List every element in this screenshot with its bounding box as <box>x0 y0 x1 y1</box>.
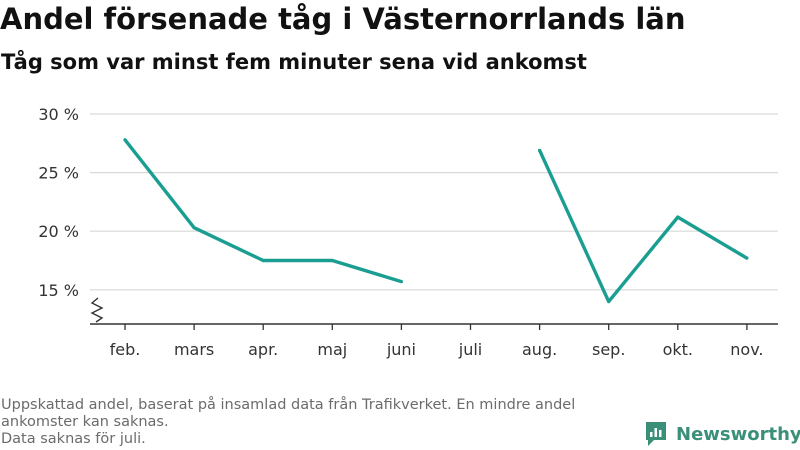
x-tick-label: maj <box>317 340 347 359</box>
x-tick-label: juni <box>386 340 416 359</box>
y-tick-label: 25 % <box>38 164 79 183</box>
data-point <box>192 226 196 230</box>
y-tick-label: 30 % <box>38 105 79 124</box>
x-tick-label: juli <box>458 340 482 359</box>
y-tick-label: 15 % <box>38 281 79 300</box>
data-point <box>399 279 403 284</box>
footnote-missing-data: Data saknas för juli. <box>1 431 146 447</box>
axis-break-icon <box>90 297 104 323</box>
newsworthy-logo-icon <box>646 422 666 446</box>
line-chart: 15 % 20 % 25 % 30 % feb. mars apr. maj juni juli a… <box>38 105 778 359</box>
series-line <box>538 149 748 304</box>
x-tick-label: aug. <box>522 340 557 359</box>
data-point <box>123 138 127 142</box>
brand-name: Newsworthy <box>676 423 800 445</box>
x-tick-label: nov. <box>730 340 763 359</box>
chart-title: Andel försenade tåg i Västernorrlands lä… <box>0 2 686 36</box>
data-point <box>676 215 680 219</box>
x-tick-label: mars <box>174 340 214 359</box>
brand-logo: Newsworthy <box>644 420 800 448</box>
data-point <box>330 258 334 263</box>
footnote-source: Uppskattad andel, baserat på insamlad da… <box>1 397 576 430</box>
y-tick-label: 20 % <box>38 222 79 241</box>
data-point <box>538 148 542 152</box>
footnote: Uppskattad andel, baserat på insamlad da… <box>1 397 626 448</box>
chart-subtitle: Tåg som var minst fem minuter sena vid a… <box>1 50 587 74</box>
x-tick-label: sep. <box>592 340 625 359</box>
data-point <box>261 258 265 263</box>
data-point <box>607 299 611 304</box>
x-tick-label: apr. <box>248 340 278 359</box>
x-tick-label: feb. <box>110 340 141 359</box>
data-point <box>745 256 749 260</box>
x-tick-label: okt. <box>663 340 693 359</box>
